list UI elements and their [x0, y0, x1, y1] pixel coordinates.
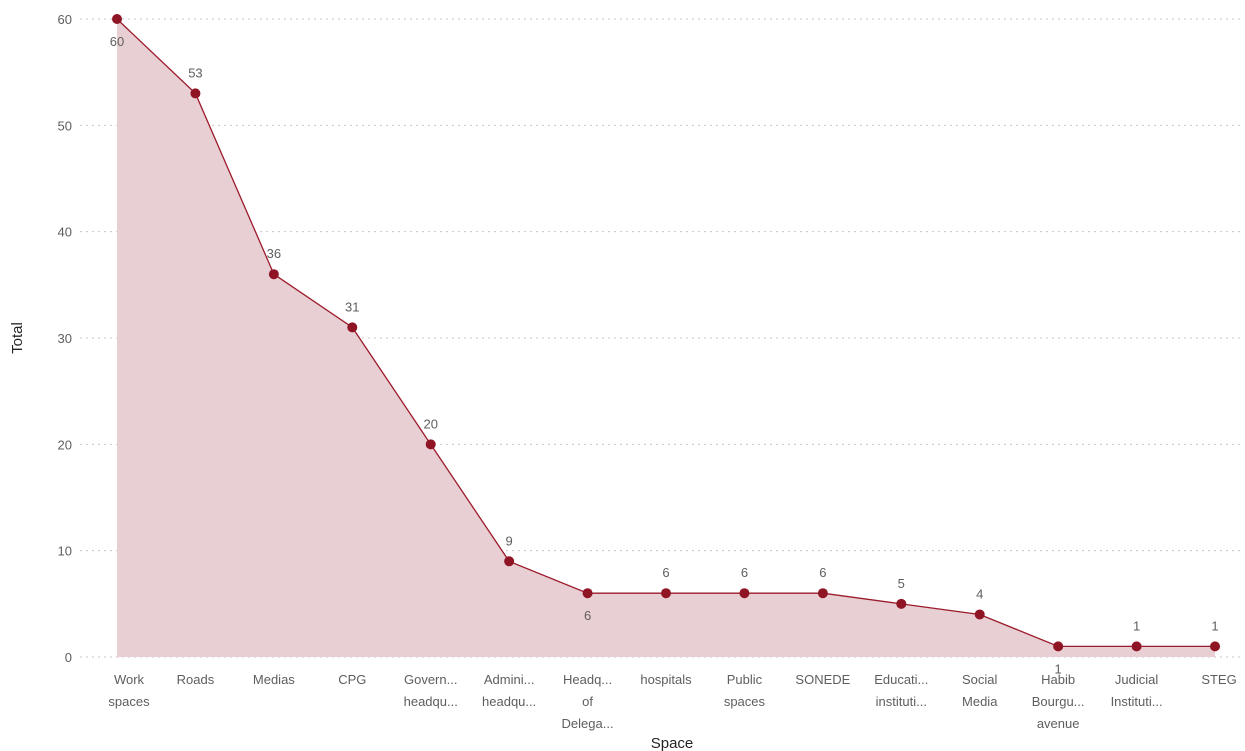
data-labels: 60 53 36 31 20 9 6 6 6 6 5 4 1 1 1: [110, 34, 1219, 676]
x-tick-label: Govern...: [404, 672, 457, 687]
x-tick-label: Bourgu...: [1032, 694, 1085, 709]
data-point[interactable]: [739, 588, 750, 599]
y-tick-label: 20: [58, 437, 72, 452]
data-label: 4: [976, 586, 983, 601]
data-point[interactable]: [582, 588, 593, 599]
data-label: 36: [267, 246, 281, 261]
y-axis-ticks: 0 10 20 30 40 50 60: [58, 12, 72, 665]
data-label: 1: [1055, 661, 1062, 676]
x-tick-label: Headq...: [563, 672, 612, 687]
data-label: 6: [584, 608, 591, 623]
data-label: 31: [345, 299, 359, 314]
data-point[interactable]: [347, 322, 358, 333]
x-tick-label: Roads: [177, 672, 215, 687]
data-label: 6: [819, 565, 826, 580]
x-tick-label: avenue: [1037, 716, 1080, 731]
area-layer: [116, 18, 1216, 657]
x-tick-label: headqu...: [404, 694, 458, 709]
x-tick-label: of: [582, 694, 593, 709]
data-point[interactable]: [661, 588, 672, 599]
x-tick-label: Admini...: [484, 672, 535, 687]
data-label: 60: [110, 34, 124, 49]
x-axis-ticks: Work spaces Roads Medias CPG Govern... headqu.…: [108, 672, 1236, 731]
x-tick-label: STEG: [1201, 672, 1236, 687]
x-tick-label: Medias: [253, 672, 295, 687]
data-point[interactable]: [504, 556, 515, 567]
data-point[interactable]: [268, 269, 279, 280]
y-tick-label: 40: [58, 225, 72, 240]
x-tick-label: SONEDE: [795, 672, 850, 687]
x-tick-label: CPG: [338, 672, 366, 687]
y-tick-label: 60: [58, 12, 72, 27]
data-label: 1: [1211, 618, 1218, 633]
data-point[interactable]: [1053, 641, 1064, 652]
data-point[interactable]: [190, 88, 201, 99]
data-label: 6: [662, 565, 669, 580]
y-tick-label: 50: [58, 118, 72, 133]
x-tick-label: instituti...: [876, 694, 927, 709]
data-point[interactable]: [425, 439, 436, 450]
x-tick-label: hospitals: [640, 672, 692, 687]
x-tick-label: spaces: [724, 694, 766, 709]
x-tick-label: Judicial: [1115, 672, 1158, 687]
data-label: 1: [1133, 618, 1140, 633]
data-label: 9: [506, 533, 513, 548]
data-point[interactable]: [974, 609, 985, 620]
x-tick-label: headqu...: [482, 694, 536, 709]
area-fill: [117, 19, 1216, 657]
x-tick-label: Habib: [1041, 672, 1075, 687]
y-axis-title: Total: [9, 322, 26, 354]
x-tick-label: Educati...: [874, 672, 928, 687]
x-axis-title: Space: [651, 735, 694, 751]
data-point[interactable]: [1210, 641, 1221, 652]
x-tick-label: Work: [114, 672, 145, 687]
y-tick-label: 30: [58, 331, 72, 346]
data-point[interactable]: [896, 598, 907, 609]
data-label: 53: [188, 65, 202, 80]
x-tick-label: Media: [962, 694, 998, 709]
x-tick-label: Instituti...: [1111, 694, 1163, 709]
data-point[interactable]: [112, 14, 122, 24]
y-tick-label: 10: [58, 544, 72, 559]
data-points: [112, 14, 1221, 652]
data-label: 20: [423, 416, 437, 431]
y-tick-label: 0: [65, 650, 72, 665]
data-label: 6: [741, 565, 748, 580]
data-label: 5: [898, 576, 905, 591]
data-point[interactable]: [817, 588, 828, 599]
x-tick-label: Delega...: [562, 716, 614, 731]
data-point[interactable]: [1131, 641, 1142, 652]
x-tick-label: spaces: [108, 694, 150, 709]
x-tick-label: Social: [962, 672, 998, 687]
x-tick-label: Public: [727, 672, 763, 687]
